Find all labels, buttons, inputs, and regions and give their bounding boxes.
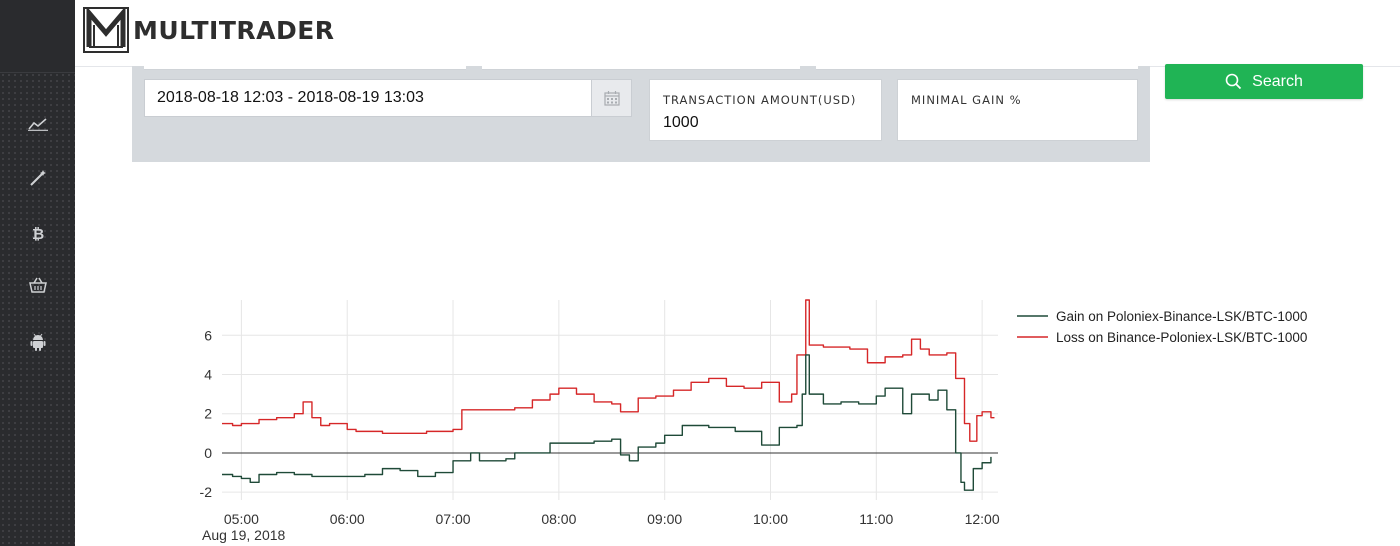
multitrader-logo-icon <box>83 7 129 53</box>
sidebar: ₿ <box>0 0 75 546</box>
y-tick-label: 2 <box>204 406 212 422</box>
collapsed-field-1 <box>144 66 466 70</box>
transaction-amount-value: 1000 <box>663 114 699 131</box>
chart-legend: Gain on Poloniex-Binance-LSK/BTC-1000 Los… <box>1017 309 1307 345</box>
calendar-button[interactable] <box>592 79 632 117</box>
search-icon <box>1225 73 1242 90</box>
y-tick-label: 0 <box>204 445 212 461</box>
x-tick-label: 06:00 <box>330 511 365 527</box>
wand-icon <box>30 170 46 186</box>
x-tick-label: 12:00 <box>965 511 1000 527</box>
search-button-label: Search <box>1252 72 1303 90</box>
calendar-icon <box>603 91 620 106</box>
transaction-amount-field[interactable]: TRANSACTION AMOUNT(USD) 1000 <box>649 79 882 141</box>
nav-item-basket[interactable] <box>24 271 52 299</box>
legend-label-0[interactable]: Gain on Poloniex-Binance-LSK/BTC-1000 <box>1056 309 1307 324</box>
minimal-gain-label: MINIMAL GAIN % <box>911 93 1022 107</box>
svg-text:₿: ₿ <box>32 225 44 242</box>
x-date-label: Aug 19, 2018 <box>202 527 286 543</box>
x-tick-label: 05:00 <box>224 511 259 527</box>
x-tick-label: 09:00 <box>647 511 682 527</box>
y-tick-label: 6 <box>204 327 212 343</box>
series-line-0 <box>222 354 992 491</box>
collapsed-field-2 <box>482 66 800 70</box>
chart-series <box>222 299 995 491</box>
nav-item-android[interactable] <box>24 328 52 356</box>
chart-ticks: 05:00 06:00 07:00 08:00 09:00 10:00 11:00 12:00… <box>200 327 1000 527</box>
collapsed-field-3 <box>816 66 1138 70</box>
nav-item-tools[interactable] <box>24 164 52 192</box>
top-header: MULTITRADER <box>75 0 1400 67</box>
y-tick-label: 4 <box>204 367 212 383</box>
chart-grid <box>222 300 998 500</box>
sidebar-header <box>0 0 75 73</box>
bitcoin-icon: ₿ <box>32 225 44 242</box>
search-button[interactable]: Search <box>1165 64 1363 99</box>
nav-item-charts[interactable] <box>24 110 52 138</box>
filter-panel: 2018-08-18 12:03 - 2018-08-19 13:03 TRAN… <box>132 66 1150 162</box>
legend-label-1[interactable]: Loss on Binance-Poloniex-LSK/BTC-1000 <box>1056 330 1307 345</box>
brand-logo[interactable]: MULTITRADER <box>83 7 335 53</box>
brand-name: MULTITRADER <box>133 15 335 45</box>
series-line-1 <box>222 299 995 442</box>
x-tick-label: 11:00 <box>859 511 893 527</box>
line-chart-icon <box>28 118 48 131</box>
transaction-amount-label: TRANSACTION AMOUNT(USD) <box>663 93 857 107</box>
y-tick-label: -2 <box>200 484 213 500</box>
nav-item-bitcoin[interactable]: ₿ <box>24 219 52 247</box>
basket-icon <box>29 277 47 293</box>
date-range-input[interactable]: 2018-08-18 12:03 - 2018-08-19 13:03 <box>144 79 592 117</box>
x-tick-label: 08:00 <box>541 511 576 527</box>
minimal-gain-field[interactable]: MINIMAL GAIN % <box>897 79 1138 141</box>
android-icon <box>30 333 46 351</box>
x-tick-label: 10:00 <box>753 511 788 527</box>
x-tick-label: 07:00 <box>436 511 471 527</box>
